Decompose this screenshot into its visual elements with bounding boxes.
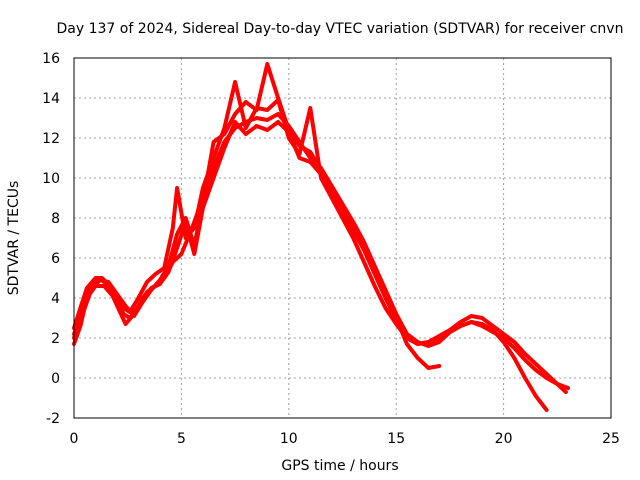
y-tick-label: -2 (46, 411, 60, 427)
y-tick-label: 4 (51, 291, 60, 307)
x-tick-label: 25 (602, 431, 620, 447)
x-tick-label: 0 (70, 431, 79, 447)
x-tick-labels: 0 5 10 15 20 25 (70, 431, 620, 447)
y-tick-labels: -2 0 2 4 6 8 10 12 14 16 (42, 51, 60, 427)
series-line-pass-3 (72, 120, 442, 370)
y-tick-label: 2 (51, 331, 60, 347)
chart-title: Day 137 of 2024, Sidereal Day-to-day VTE… (57, 21, 624, 37)
y-tick-label: 0 (51, 371, 60, 387)
y-tick-label: 6 (51, 251, 60, 267)
series-line-pass-1 (72, 112, 570, 390)
series-group (72, 62, 570, 412)
y-tick-label: 12 (42, 131, 60, 147)
y-axis-label: SDTVAR / TECUs (6, 181, 22, 296)
series-line-pass-2 (72, 80, 568, 394)
y-tick-label: 16 (42, 51, 60, 67)
x-tick-label: 10 (280, 431, 298, 447)
x-tick-label: 15 (387, 431, 405, 447)
y-tick-label: 14 (42, 91, 60, 107)
series-line-pass-4 (72, 62, 549, 412)
x-axis-label: GPS time / hours (281, 458, 398, 474)
x-tick-label: 20 (495, 431, 513, 447)
x-tick-label: 5 (177, 431, 186, 447)
y-tick-label: 10 (42, 171, 60, 187)
y-tick-label: 8 (51, 211, 60, 227)
plot-frame (73, 57, 612, 419)
